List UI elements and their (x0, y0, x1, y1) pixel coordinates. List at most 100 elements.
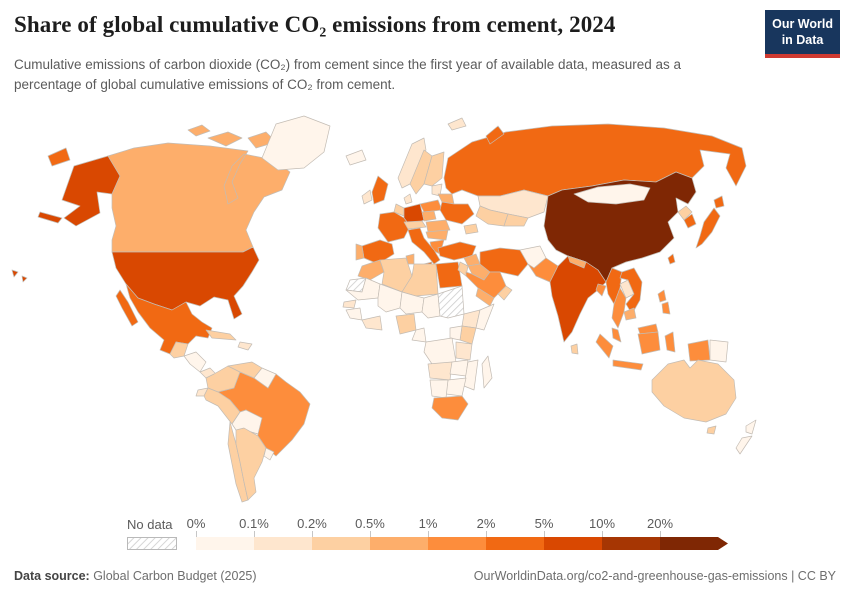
country-chad[interactable] (421, 293, 441, 319)
country-south-korea[interactable] (683, 213, 697, 229)
country-guinea[interactable] (345, 307, 363, 321)
country-indonesia-java[interactable] (612, 359, 644, 371)
country-drc[interactable] (423, 337, 457, 365)
legend-bin-segment[interactable] (196, 537, 254, 550)
country-vietnam[interactable] (619, 267, 643, 315)
country-italy[interactable] (407, 227, 441, 265)
country-cuba[interactable] (205, 329, 237, 341)
country-canada-arctic3[interactable] (187, 124, 211, 137)
country-denmark[interactable] (403, 193, 413, 205)
country-canada[interactable] (107, 142, 291, 253)
country-egypt[interactable] (435, 261, 463, 289)
country-japan[interactable] (695, 207, 721, 249)
country-south-africa[interactable] (431, 395, 469, 421)
footer: Data source: Global Carbon Budget (2025)… (14, 569, 836, 583)
country-indonesia-kalimantan[interactable] (637, 331, 661, 355)
country-ireland[interactable] (361, 189, 373, 205)
country-indonesia-sulawesi[interactable] (664, 331, 676, 353)
country-malaysia[interactable] (611, 327, 622, 343)
legend-bin-segment[interactable] (544, 537, 602, 550)
country-ghana-ivory[interactable] (361, 315, 383, 331)
country-norway-svalbard[interactable] (447, 117, 467, 131)
country-madagascar[interactable] (481, 355, 493, 389)
country-caucasus[interactable] (463, 223, 479, 235)
legend-bin-label: 5% (534, 516, 554, 531)
legend-bin-segment[interactable] (602, 537, 660, 550)
country-honduras-nicaragua[interactable] (183, 351, 207, 373)
country-nepal[interactable] (567, 255, 587, 269)
legend-bin-segment[interactable] (428, 537, 486, 550)
country-usa-hawaii2[interactable] (21, 275, 28, 283)
country-australia-tasmania[interactable] (706, 425, 717, 435)
country-guatemala[interactable] (169, 341, 189, 359)
country-yemen[interactable] (475, 287, 495, 307)
country-france[interactable] (377, 211, 411, 243)
country-kenya[interactable] (459, 325, 477, 345)
country-bangladesh[interactable] (595, 283, 607, 297)
country-canada-arctic1[interactable] (207, 131, 243, 147)
country-zimbabwe-botswana[interactable] (445, 377, 467, 397)
country-taiwan[interactable] (667, 253, 676, 265)
country-indonesia-papua[interactable] (687, 339, 711, 362)
country-indonesia-sumatra[interactable] (595, 333, 614, 359)
country-iran[interactable] (479, 247, 529, 277)
country-zambia[interactable] (449, 359, 469, 377)
country-japan-hokkaido[interactable] (713, 195, 725, 209)
legend-bin-segment[interactable] (370, 537, 428, 550)
country-north-korea[interactable] (677, 205, 693, 221)
country-iceland[interactable] (345, 149, 367, 166)
legend-bin-segment[interactable] (312, 537, 370, 550)
country-russia-novaya-zemlya[interactable] (485, 125, 505, 145)
country-philippines1[interactable] (657, 289, 667, 303)
country-kyrgyz-tajik[interactable] (503, 213, 529, 227)
map-legend: No data 0% 0.1% 0.2% 0.5% 1% 2% 5% 10% 20% (0, 516, 850, 556)
country-greenland[interactable] (261, 115, 331, 171)
footer-credit-link[interactable]: OurWorldinData.org/co2-and-greenhouse-ga… (473, 569, 836, 583)
country-uruguay[interactable] (263, 447, 275, 461)
country-australia[interactable] (651, 359, 737, 423)
country-hungary-romania[interactable] (425, 219, 451, 233)
country-somalia[interactable] (475, 303, 495, 331)
country-sudan[interactable] (437, 285, 465, 319)
country-usa-aleutians[interactable] (37, 211, 63, 224)
country-hispaniola[interactable] (237, 341, 253, 351)
country-finland[interactable] (423, 151, 445, 187)
country-new-zealand-north[interactable] (745, 419, 757, 435)
country-new-zealand-south[interactable] (735, 435, 753, 455)
country-sri-lanka[interactable] (570, 343, 579, 355)
country-mongolia[interactable] (573, 183, 651, 205)
country-argentina[interactable] (235, 427, 267, 501)
country-uk[interactable] (371, 175, 389, 205)
country-saudi-arabia[interactable] (465, 271, 507, 299)
country-uganda[interactable] (449, 325, 463, 341)
legend-no-data-swatch[interactable] (127, 537, 177, 550)
country-tanzania[interactable] (455, 341, 473, 361)
country-usa-hawaii1[interactable] (11, 269, 19, 278)
country-norway[interactable] (397, 137, 427, 189)
country-nigeria[interactable] (395, 313, 417, 335)
country-portugal[interactable] (355, 243, 365, 261)
country-russia-chukotka[interactable] (47, 147, 71, 167)
country-ukraine[interactable] (439, 201, 475, 225)
country-czechia[interactable] (421, 210, 437, 222)
country-oman[interactable] (497, 285, 513, 301)
country-mexico-baja[interactable] (115, 289, 139, 327)
country-serbia-bulgaria[interactable] (425, 229, 449, 241)
legend-bin-segment[interactable] (254, 537, 312, 550)
country-usa-alaska[interactable] (61, 155, 121, 227)
country-philippines2[interactable] (661, 301, 671, 315)
country-mexico[interactable] (125, 283, 213, 355)
country-namibia[interactable] (429, 379, 449, 399)
country-poland[interactable] (419, 199, 443, 213)
owid-logo[interactable]: Our World in Data (765, 10, 840, 59)
footer-data-source: Data source: Global Carbon Budget (2025) (14, 569, 257, 583)
country-alpine[interactable] (403, 220, 427, 230)
country-png[interactable] (709, 339, 729, 363)
country-cambodia[interactable] (623, 307, 637, 321)
country-guyanas[interactable] (253, 367, 277, 389)
legend-bin-segment[interactable] (486, 537, 544, 550)
country-senegal[interactable] (342, 299, 357, 309)
country-angola[interactable] (427, 361, 453, 381)
legend-bin-segment[interactable] (660, 537, 728, 550)
country-morocco[interactable] (357, 259, 385, 281)
